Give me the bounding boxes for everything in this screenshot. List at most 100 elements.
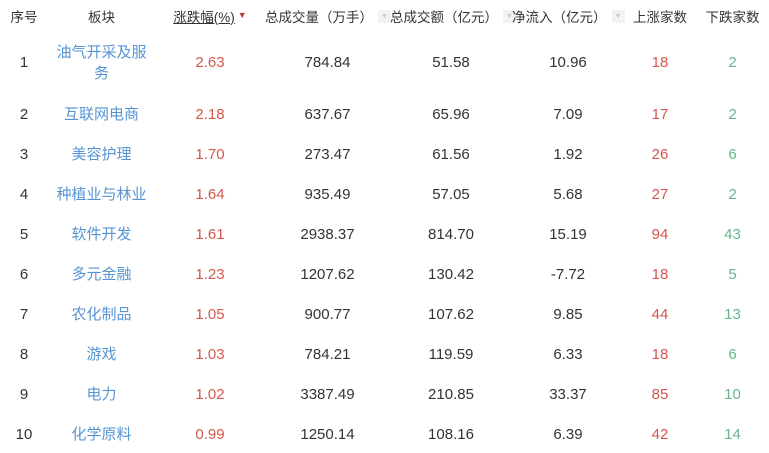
row-index: 6 — [19, 265, 29, 283]
sector-row[interactable]: 1 油气开采及服务 2.63 784.84 51.58 10.96 18 2 — [0, 31, 769, 94]
row-index: 2 — [19, 105, 29, 123]
net-inflow-value: 33.37 — [549, 385, 587, 403]
total-amount-value: 108.16 — [428, 425, 474, 443]
sort-toggle-icon[interactable]: ▼ — [378, 10, 391, 24]
sector-cell: 农化制品 — [48, 294, 155, 334]
header-index: 序号 — [0, 0, 48, 31]
sector-row[interactable]: 3 美容护理 1.70 273.47 61.56 1.92 26 6 — [0, 134, 769, 174]
header-net-inflow-label: 净流入（亿元） — [512, 9, 607, 25]
total-amount-value: 210.85 — [428, 385, 474, 403]
losers-count: 13 — [724, 305, 741, 323]
net-inflow-value: 9.85 — [553, 305, 583, 323]
change-percent-value: 1.23 — [195, 265, 225, 283]
total-volume-value: 637.67 — [304, 105, 351, 123]
table-header-row: 序号 板块 涨跌幅(%) ▼ 总成交量（万手） ▼ 总成交额（亿元） ▼ 净流入（亿元… — [0, 0, 769, 31]
sector-link[interactable]: 种植业与林业 — [56, 185, 147, 203]
total-amount-value: 107.62 — [428, 305, 474, 323]
row-index: 5 — [19, 225, 29, 243]
net-inflow-value: 1.92 — [553, 145, 583, 163]
row-index: 3 — [19, 145, 29, 163]
sector-row[interactable]: 8 游戏 1.03 784.21 119.59 6.33 18 6 — [0, 334, 769, 374]
sector-cell: 软件开发 — [48, 214, 155, 254]
sort-toggle-icon[interactable]: ▼ — [611, 10, 625, 24]
losers-count: 2 — [728, 105, 737, 123]
total-amount-value: 119.59 — [428, 345, 474, 363]
header-total-amount[interactable]: 总成交额（亿元） ▼ — [390, 0, 516, 31]
change-percent-value: 2.63 — [195, 54, 225, 71]
change-percent-value: 1.02 — [195, 385, 225, 403]
losers-count: 2 — [728, 185, 737, 203]
gainers-count: 94 — [651, 225, 669, 243]
sector-link[interactable]: 游戏 — [86, 345, 117, 363]
gainers-count: 17 — [651, 105, 669, 123]
total-volume-value: 273.47 — [304, 145, 351, 163]
losers-count: 2 — [728, 54, 737, 71]
total-amount-value: 130.42 — [428, 265, 474, 283]
total-volume-value: 2938.37 — [300, 225, 355, 243]
row-index: 7 — [19, 305, 29, 323]
net-inflow-value: 7.09 — [553, 105, 583, 123]
total-volume-value: 935.49 — [304, 185, 351, 203]
row-index: 8 — [19, 345, 29, 363]
total-volume-value: 784.84 — [304, 54, 351, 71]
sector-cell: 多元金融 — [48, 254, 155, 294]
gainers-count: 85 — [651, 385, 669, 403]
sector-cell: 化学原料 — [48, 414, 155, 453]
sector-link[interactable]: 油气开采及服务 — [56, 43, 147, 82]
total-volume-value: 900.77 — [304, 305, 351, 323]
sector-link[interactable]: 农化制品 — [71, 305, 132, 323]
header-volume-label: 总成交量（万手） — [265, 9, 373, 25]
change-percent-value: 1.70 — [195, 145, 225, 163]
sector-link[interactable]: 电力 — [86, 385, 117, 403]
header-losers-label: 下跌家数 — [705, 9, 760, 25]
header-total-volume[interactable]: 总成交量（万手） ▼ — [265, 0, 391, 31]
total-amount-value: 51.58 — [432, 54, 470, 71]
change-percent-value: 1.03 — [195, 345, 225, 363]
header-change-label: 涨跌幅(%) — [173, 9, 235, 25]
losers-count: 5 — [728, 265, 737, 283]
gainers-count: 26 — [651, 145, 669, 163]
sector-row[interactable]: 9 电力 1.02 3387.49 210.85 33.37 85 10 — [0, 374, 769, 414]
sector-row[interactable]: 7 农化制品 1.05 900.77 107.62 9.85 44 13 — [0, 294, 769, 334]
sort-desc-icon[interactable]: ▼ — [237, 10, 247, 21]
total-amount-value: 57.05 — [432, 185, 470, 203]
sort-toggle-icon[interactable]: ▼ — [503, 10, 516, 24]
losers-count: 6 — [728, 345, 737, 363]
total-amount-value: 814.70 — [428, 225, 474, 243]
net-inflow-value: 10.96 — [549, 54, 587, 71]
sector-cell: 游戏 — [48, 334, 155, 374]
header-sector-label: 板块 — [88, 9, 115, 25]
change-percent-value: 1.64 — [195, 185, 225, 203]
sector-row[interactable]: 4 种植业与林业 1.64 935.49 57.05 5.68 27 2 — [0, 174, 769, 214]
header-gainers-label: 上涨家数 — [633, 9, 687, 25]
losers-count: 14 — [724, 425, 741, 443]
sector-cell: 互联网电商 — [48, 94, 155, 134]
losers-count: 6 — [728, 145, 737, 163]
losers-count: 10 — [724, 385, 741, 403]
sector-link[interactable]: 软件开发 — [71, 225, 132, 243]
header-index-label: 序号 — [10, 9, 38, 25]
total-volume-value: 784.21 — [304, 345, 351, 363]
gainers-count: 18 — [651, 265, 669, 283]
total-amount-value: 65.96 — [432, 105, 470, 123]
sector-link[interactable]: 化学原料 — [71, 425, 132, 443]
sector-link[interactable]: 多元金融 — [71, 265, 132, 283]
net-inflow-value: 6.39 — [553, 425, 583, 443]
gainers-count: 44 — [651, 305, 669, 323]
sector-link[interactable]: 互联网电商 — [63, 105, 139, 123]
header-change-percent[interactable]: 涨跌幅(%) ▼ — [155, 0, 265, 31]
sector-row[interactable]: 6 多元金融 1.23 1207.62 130.42 -7.72 18 5 — [0, 254, 769, 294]
sector-row[interactable]: 5 软件开发 1.61 2938.37 814.70 15.19 94 43 — [0, 214, 769, 254]
header-losers: 下跌家数 — [696, 0, 769, 31]
sector-link[interactable]: 美容护理 — [71, 145, 132, 163]
total-volume-value: 1207.62 — [300, 265, 355, 283]
net-inflow-value: 5.68 — [553, 185, 583, 203]
header-net-inflow[interactable]: 净流入（亿元） ▼ — [512, 0, 625, 31]
header-gainers: 上涨家数 — [624, 0, 696, 31]
sector-row[interactable]: 10 化学原料 0.99 1250.14 108.16 6.39 42 14 — [0, 414, 769, 453]
header-sector: 板块 — [48, 0, 155, 31]
header-amount-label: 总成交额（亿元） — [390, 9, 498, 25]
change-percent-value: 2.18 — [195, 105, 225, 123]
row-index: 1 — [19, 54, 29, 71]
sector-row[interactable]: 2 互联网电商 2.18 637.67 65.96 7.09 17 2 — [0, 94, 769, 134]
